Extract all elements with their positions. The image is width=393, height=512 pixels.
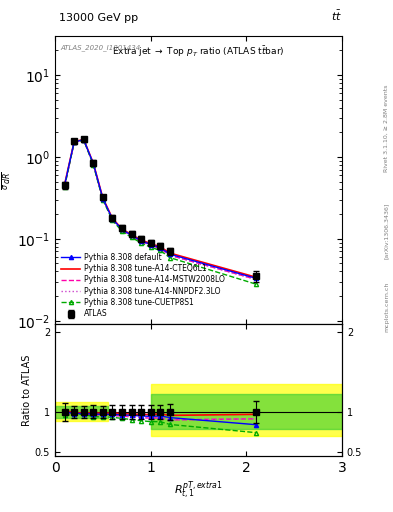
Pythia 8.308 tune-A14-NNPDF2.3LO bbox=[253, 276, 258, 283]
X-axis label: $R_{t,1}^{pT,extra1}$: $R_{t,1}^{pT,extra1}$ bbox=[174, 480, 223, 502]
Pythia 8.308 tune-CUETP8S1 bbox=[148, 244, 153, 250]
Pythia 8.308 default bbox=[72, 139, 77, 145]
Pythia 8.308 tune-CUETP8S1 bbox=[72, 139, 77, 145]
Pythia 8.308 tune-A14-NNPDF2.3LO bbox=[139, 238, 143, 244]
Bar bbox=[151, 384, 342, 436]
Pythia 8.308 tune-A14-MSTW2008LO bbox=[91, 161, 95, 167]
Pythia 8.308 default bbox=[148, 242, 153, 248]
Pythia 8.308 tune-A14-MSTW2008LO bbox=[158, 245, 163, 251]
Pythia 8.308 tune-A14-CTEQ6L1 bbox=[62, 181, 67, 187]
Pythia 8.308 tune-A14-NNPDF2.3LO bbox=[167, 252, 172, 259]
Pythia 8.308 tune-A14-NNPDF2.3LO bbox=[129, 233, 134, 239]
Pythia 8.308 tune-A14-NNPDF2.3LO bbox=[158, 245, 163, 251]
Pythia 8.308 tune-A14-MSTW2008LO bbox=[110, 217, 115, 223]
Pythia 8.308 tune-A14-CTEQ6L1 bbox=[148, 241, 153, 247]
Text: 13000 GeV pp: 13000 GeV pp bbox=[59, 13, 138, 23]
Pythia 8.308 default bbox=[119, 226, 124, 232]
Pythia 8.308 tune-A14-NNPDF2.3LO bbox=[119, 227, 124, 233]
Text: Rivet 3.1.10, ≥ 2.8M events: Rivet 3.1.10, ≥ 2.8M events bbox=[384, 84, 389, 172]
Line: Pythia 8.308 tune-A14-MSTW2008LO: Pythia 8.308 tune-A14-MSTW2008LO bbox=[64, 140, 256, 280]
Legend: Pythia 8.308 default, Pythia 8.308 tune-A14-CTEQ6L1, Pythia 8.308 tune-A14-MSTW2: Pythia 8.308 default, Pythia 8.308 tune-… bbox=[59, 250, 227, 321]
Pythia 8.308 tune-A14-CTEQ6L1 bbox=[139, 237, 143, 243]
Pythia 8.308 tune-A14-MSTW2008LO bbox=[253, 276, 258, 283]
Y-axis label: $\frac{1}{\sigma}\frac{d\sigma}{dR}$: $\frac{1}{\sigma}\frac{d\sigma}{dR}$ bbox=[0, 171, 14, 189]
Pythia 8.308 tune-A14-NNPDF2.3LO bbox=[148, 242, 153, 248]
Pythia 8.308 tune-A14-NNPDF2.3LO bbox=[62, 183, 67, 189]
Pythia 8.308 tune-CUETP8S1 bbox=[129, 234, 134, 241]
Pythia 8.308 tune-A14-NNPDF2.3LO bbox=[72, 139, 77, 145]
Pythia 8.308 tune-A14-MSTW2008LO bbox=[101, 196, 105, 202]
Bar bbox=[151, 394, 342, 430]
Pythia 8.308 default bbox=[62, 182, 67, 188]
Pythia 8.308 tune-CUETP8S1 bbox=[101, 197, 105, 203]
Pythia 8.308 tune-A14-NNPDF2.3LO bbox=[81, 137, 86, 143]
Text: Extra jet $\rightarrow$ Top $p_T$ ratio (ATLAS t$\bar{t}$bar): Extra jet $\rightarrow$ Top $p_T$ ratio … bbox=[112, 45, 285, 59]
Pythia 8.308 tune-CUETP8S1 bbox=[139, 240, 143, 246]
Pythia 8.308 default bbox=[253, 275, 258, 281]
Line: Pythia 8.308 tune-CUETP8S1: Pythia 8.308 tune-CUETP8S1 bbox=[62, 138, 258, 286]
Pythia 8.308 default bbox=[91, 160, 95, 166]
Pythia 8.308 default bbox=[167, 251, 172, 257]
Pythia 8.308 tune-A14-CTEQ6L1 bbox=[119, 226, 124, 232]
Pythia 8.308 tune-A14-CTEQ6L1 bbox=[72, 139, 77, 145]
Pythia 8.308 tune-A14-MSTW2008LO bbox=[81, 137, 86, 143]
Pythia 8.308 tune-A14-CTEQ6L1 bbox=[91, 160, 95, 166]
Text: mcplots.cern.ch: mcplots.cern.ch bbox=[384, 282, 389, 332]
Pythia 8.308 default bbox=[110, 216, 115, 222]
Pythia 8.308 tune-CUETP8S1 bbox=[110, 217, 115, 223]
Text: ATLAS_2020_I1801434: ATLAS_2020_I1801434 bbox=[61, 45, 141, 51]
Pythia 8.308 tune-A14-CTEQ6L1 bbox=[81, 136, 86, 142]
Pythia 8.308 default bbox=[129, 232, 134, 239]
Pythia 8.308 tune-A14-CTEQ6L1 bbox=[110, 215, 115, 221]
Pythia 8.308 tune-CUETP8S1 bbox=[167, 254, 172, 261]
Pythia 8.308 tune-CUETP8S1 bbox=[119, 228, 124, 234]
Text: [arXiv:1306.3436]: [arXiv:1306.3436] bbox=[384, 202, 389, 259]
Pythia 8.308 tune-A14-CTEQ6L1 bbox=[158, 244, 163, 250]
Pythia 8.308 tune-CUETP8S1 bbox=[158, 247, 163, 253]
Y-axis label: Ratio to ATLAS: Ratio to ATLAS bbox=[22, 354, 32, 426]
Pythia 8.308 tune-A14-CTEQ6L1 bbox=[129, 232, 134, 238]
Bar bbox=[55, 407, 108, 417]
Pythia 8.308 tune-A14-MSTW2008LO bbox=[129, 233, 134, 239]
Pythia 8.308 tune-A14-NNPDF2.3LO bbox=[101, 196, 105, 202]
Pythia 8.308 tune-A14-MSTW2008LO bbox=[119, 227, 124, 233]
Pythia 8.308 tune-A14-CTEQ6L1 bbox=[253, 274, 258, 280]
Line: Pythia 8.308 tune-A14-NNPDF2.3LO: Pythia 8.308 tune-A14-NNPDF2.3LO bbox=[64, 140, 256, 280]
Line: Pythia 8.308 tune-A14-CTEQ6L1: Pythia 8.308 tune-A14-CTEQ6L1 bbox=[64, 139, 256, 277]
Line: Pythia 8.308 default: Pythia 8.308 default bbox=[62, 138, 258, 281]
Pythia 8.308 tune-CUETP8S1 bbox=[91, 162, 95, 168]
Pythia 8.308 tune-A14-MSTW2008LO bbox=[62, 183, 67, 189]
Pythia 8.308 tune-A14-MSTW2008LO bbox=[139, 238, 143, 244]
Bar bbox=[55, 402, 108, 421]
Pythia 8.308 default bbox=[101, 196, 105, 202]
Pythia 8.308 default bbox=[81, 137, 86, 143]
Pythia 8.308 tune-CUETP8S1 bbox=[253, 281, 258, 287]
Pythia 8.308 default bbox=[158, 245, 163, 251]
Pythia 8.308 tune-CUETP8S1 bbox=[81, 137, 86, 143]
Pythia 8.308 tune-A14-CTEQ6L1 bbox=[101, 195, 105, 201]
Text: $t\bar{t}$: $t\bar{t}$ bbox=[331, 9, 342, 23]
Pythia 8.308 tune-A14-NNPDF2.3LO bbox=[110, 217, 115, 223]
Pythia 8.308 tune-A14-MSTW2008LO bbox=[148, 242, 153, 248]
Pythia 8.308 tune-A14-CTEQ6L1 bbox=[167, 250, 172, 256]
Pythia 8.308 tune-CUETP8S1 bbox=[62, 184, 67, 190]
Pythia 8.308 default bbox=[139, 238, 143, 244]
Pythia 8.308 tune-A14-MSTW2008LO bbox=[167, 252, 172, 259]
Pythia 8.308 tune-A14-NNPDF2.3LO bbox=[91, 161, 95, 167]
Pythia 8.308 tune-A14-MSTW2008LO bbox=[72, 139, 77, 145]
